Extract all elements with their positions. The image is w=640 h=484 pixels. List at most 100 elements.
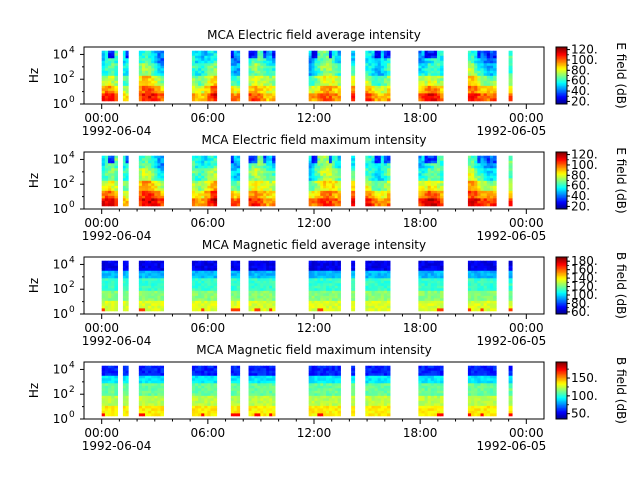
heatmap-cell	[126, 401, 129, 404]
heatmap-cell	[157, 78, 161, 81]
heatmap-cell	[351, 298, 355, 301]
heatmap-cell	[317, 288, 320, 291]
heatmap-cell	[431, 278, 435, 281]
heatmap-cell	[474, 53, 478, 56]
heatmap-cell	[204, 98, 208, 101]
heatmap-cell	[207, 171, 211, 174]
heatmap-cell	[211, 163, 215, 166]
heatmap-cell	[323, 88, 326, 91]
heatmap-cell	[154, 71, 158, 74]
heatmap-cell	[148, 398, 152, 401]
heatmap-cell	[329, 281, 332, 284]
heatmap-cell	[329, 78, 332, 81]
heatmap-cell	[326, 173, 329, 176]
heatmap-cell	[484, 293, 488, 296]
heatmap-cell	[145, 188, 149, 191]
heatmap-cell	[249, 53, 252, 56]
heatmap-cell	[108, 166, 112, 169]
heatmap-cell	[126, 296, 129, 299]
heatmap-cell	[145, 283, 149, 286]
heatmap-cell	[257, 68, 260, 71]
heatmap-cell	[257, 303, 260, 306]
heatmap-cell	[198, 78, 202, 81]
heatmap-cell	[266, 188, 269, 191]
heatmap-cell	[105, 388, 109, 391]
heatmap-cell	[368, 161, 372, 164]
heatmap-cell	[487, 271, 491, 274]
heatmap-cell	[126, 183, 129, 186]
heatmap-cell	[323, 288, 326, 291]
heatmap-cell	[418, 281, 422, 284]
heatmap-cell	[428, 291, 432, 294]
heatmap-cell	[154, 381, 158, 384]
heatmap-cell	[234, 158, 237, 161]
heatmap-cell	[375, 266, 379, 269]
heatmap-cell	[314, 51, 317, 54]
heatmap-cell	[214, 63, 218, 66]
heatmap-cell	[326, 78, 329, 81]
heatmap-cell	[474, 56, 478, 59]
heatmap-cell	[192, 288, 196, 291]
heatmap-cell	[375, 203, 379, 206]
heatmap-cell	[251, 298, 254, 301]
heatmap-cell	[372, 163, 376, 166]
heatmap-cell	[260, 198, 263, 201]
heatmap-cell	[151, 196, 155, 199]
heatmap-cell	[487, 288, 491, 291]
heatmap-cell	[484, 191, 488, 194]
heatmap-cell	[111, 281, 115, 284]
heatmap-cell	[468, 291, 472, 294]
heatmap-cell	[320, 293, 323, 296]
heatmap-cell	[201, 173, 205, 176]
heatmap-cell	[139, 81, 143, 84]
heatmap-cell	[338, 171, 341, 174]
heatmap-cell	[272, 198, 275, 201]
heatmap-cell	[509, 266, 513, 269]
heatmap-cell	[105, 371, 109, 374]
heatmap-cell	[254, 158, 257, 161]
heatmap-cell	[309, 98, 312, 101]
heatmap-cell	[425, 296, 429, 299]
heatmap-cell	[260, 158, 263, 161]
heatmap-cell	[204, 283, 208, 286]
spectrogram-3	[102, 261, 513, 312]
x-date-end: 1992-06-05	[477, 229, 547, 243]
heatmap-cell	[234, 293, 237, 296]
heatmap-cell	[207, 83, 211, 86]
heatmap-cell	[195, 86, 199, 89]
heatmap-cell	[320, 298, 323, 301]
heatmap-cell	[332, 81, 335, 84]
heatmap-cell	[231, 261, 234, 264]
heatmap-cell	[471, 288, 475, 291]
heatmap-cell	[114, 83, 118, 86]
heatmap-cell	[269, 271, 272, 274]
heatmap-cell	[139, 271, 143, 274]
heatmap-cell	[145, 411, 149, 414]
heatmap-cell	[157, 63, 161, 66]
heatmap-cell	[148, 263, 152, 266]
heatmap-cell	[123, 168, 126, 171]
heatmap-cell	[471, 301, 475, 304]
heatmap-cell	[204, 278, 208, 281]
heatmap-cell	[254, 98, 257, 101]
heatmap-cell	[468, 201, 472, 204]
heatmap-cell	[204, 73, 208, 76]
heatmap-cell	[254, 156, 257, 159]
heatmap-cell	[387, 266, 391, 269]
heatmap-cell	[201, 271, 205, 274]
heatmap-cell	[148, 181, 152, 184]
heatmap-cell	[237, 78, 240, 81]
heatmap-cell	[139, 176, 143, 179]
heatmap-cell	[207, 56, 211, 59]
heatmap-cell	[326, 163, 329, 166]
heatmap-cell	[151, 186, 155, 189]
heatmap-cell	[381, 93, 385, 96]
heatmap-cell	[114, 56, 118, 59]
heatmap-cell	[249, 88, 252, 91]
heatmap-cell	[323, 193, 326, 196]
heatmap-cell	[201, 171, 205, 174]
heatmap-cell	[309, 178, 312, 181]
heatmap-cell	[195, 163, 199, 166]
heatmap-cell	[126, 383, 129, 386]
heatmap-cell	[493, 181, 497, 184]
